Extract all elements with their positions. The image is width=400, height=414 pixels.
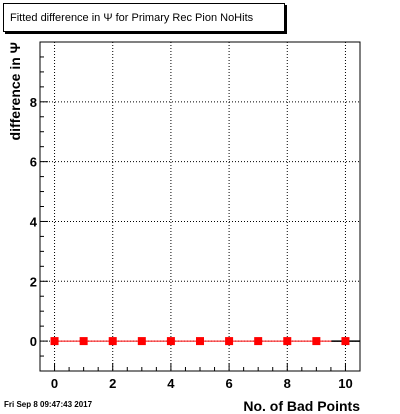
y-tick-label: 2	[30, 274, 37, 289]
data-point	[283, 337, 292, 346]
data-point	[254, 337, 263, 346]
data-point	[196, 337, 204, 346]
data-point	[137, 337, 146, 346]
y-axis-label: difference in Ψ	[7, 42, 23, 140]
x-tick-label: 8	[284, 376, 291, 391]
x-tick-label: 4	[167, 376, 175, 391]
y-tick-label: 4	[30, 214, 38, 229]
data-point	[79, 337, 88, 346]
data-point	[341, 337, 350, 346]
timestamp: Fri Sep 8 09:47:43 2017	[4, 400, 93, 409]
y-tick-label: 8	[30, 95, 37, 110]
chart-title-box: Fitted difference in Ψ for Primary Rec P…	[3, 3, 285, 32]
x-tick-label: 6	[225, 376, 232, 391]
x-axis-label: No. of Bad Points	[243, 398, 360, 414]
tick-labels: 0 2 4 6 8 10 0 2 4 6 8	[30, 95, 353, 391]
data-point	[225, 337, 234, 346]
x-tick-label: 0	[51, 376, 58, 391]
axis-ticks	[39, 41, 361, 372]
data-point	[312, 337, 321, 346]
data-point	[108, 337, 117, 346]
y-tick-label: 6	[30, 155, 37, 170]
data-point	[50, 337, 59, 346]
grid	[40, 42, 360, 371]
y-tick-label: 0	[30, 334, 37, 349]
x-tick-label: 2	[109, 376, 116, 391]
data-series	[50, 337, 360, 346]
plot-frame	[39, 41, 361, 372]
chart-title: Fitted difference in Ψ for Primary Rec P…	[10, 11, 254, 24]
x-tick-label: 10	[338, 376, 352, 391]
data-point	[166, 337, 175, 346]
